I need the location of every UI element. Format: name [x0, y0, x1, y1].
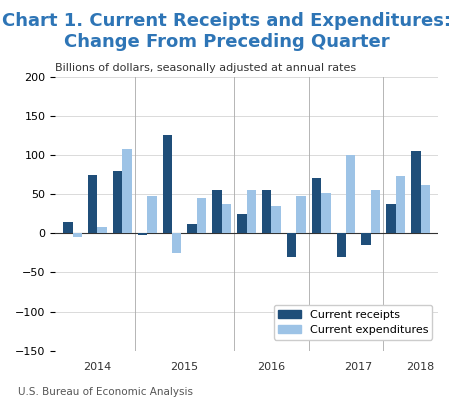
Bar: [287, 233, 296, 257]
Bar: [188, 224, 197, 233]
Bar: [163, 136, 172, 233]
Bar: [63, 221, 72, 233]
Text: 2014: 2014: [83, 363, 111, 373]
Bar: [172, 233, 181, 253]
Text: 2017: 2017: [344, 363, 372, 373]
Bar: [97, 227, 107, 233]
Bar: [346, 155, 356, 233]
Bar: [262, 190, 271, 233]
Bar: [222, 204, 231, 233]
Text: 2016: 2016: [257, 363, 285, 373]
Text: 2015: 2015: [170, 363, 198, 373]
Bar: [420, 185, 430, 233]
Bar: [138, 233, 147, 235]
Bar: [386, 204, 396, 233]
Bar: [72, 233, 82, 237]
Bar: [361, 233, 371, 245]
Bar: [122, 150, 132, 233]
Bar: [337, 233, 346, 257]
Text: 2018: 2018: [406, 363, 435, 373]
Bar: [147, 196, 157, 233]
Bar: [212, 190, 222, 233]
Text: Chart 1. Current Receipts and Expenditures:
Change From Preceding Quarter: Chart 1. Current Receipts and Expenditur…: [2, 12, 451, 51]
Bar: [371, 190, 381, 233]
Bar: [246, 190, 256, 233]
Bar: [88, 174, 97, 233]
Bar: [237, 214, 246, 233]
Legend: Current receipts, Current expenditures: Current receipts, Current expenditures: [274, 305, 433, 340]
Bar: [113, 171, 122, 233]
Bar: [312, 178, 321, 233]
Bar: [271, 206, 281, 233]
Bar: [321, 192, 331, 233]
Bar: [411, 151, 420, 233]
Bar: [296, 196, 306, 233]
Text: U.S. Bureau of Economic Analysis: U.S. Bureau of Economic Analysis: [18, 387, 193, 397]
Bar: [197, 198, 206, 233]
Bar: [396, 176, 405, 233]
Text: Billions of dollars, seasonally adjusted at annual rates: Billions of dollars, seasonally adjusted…: [55, 63, 356, 73]
